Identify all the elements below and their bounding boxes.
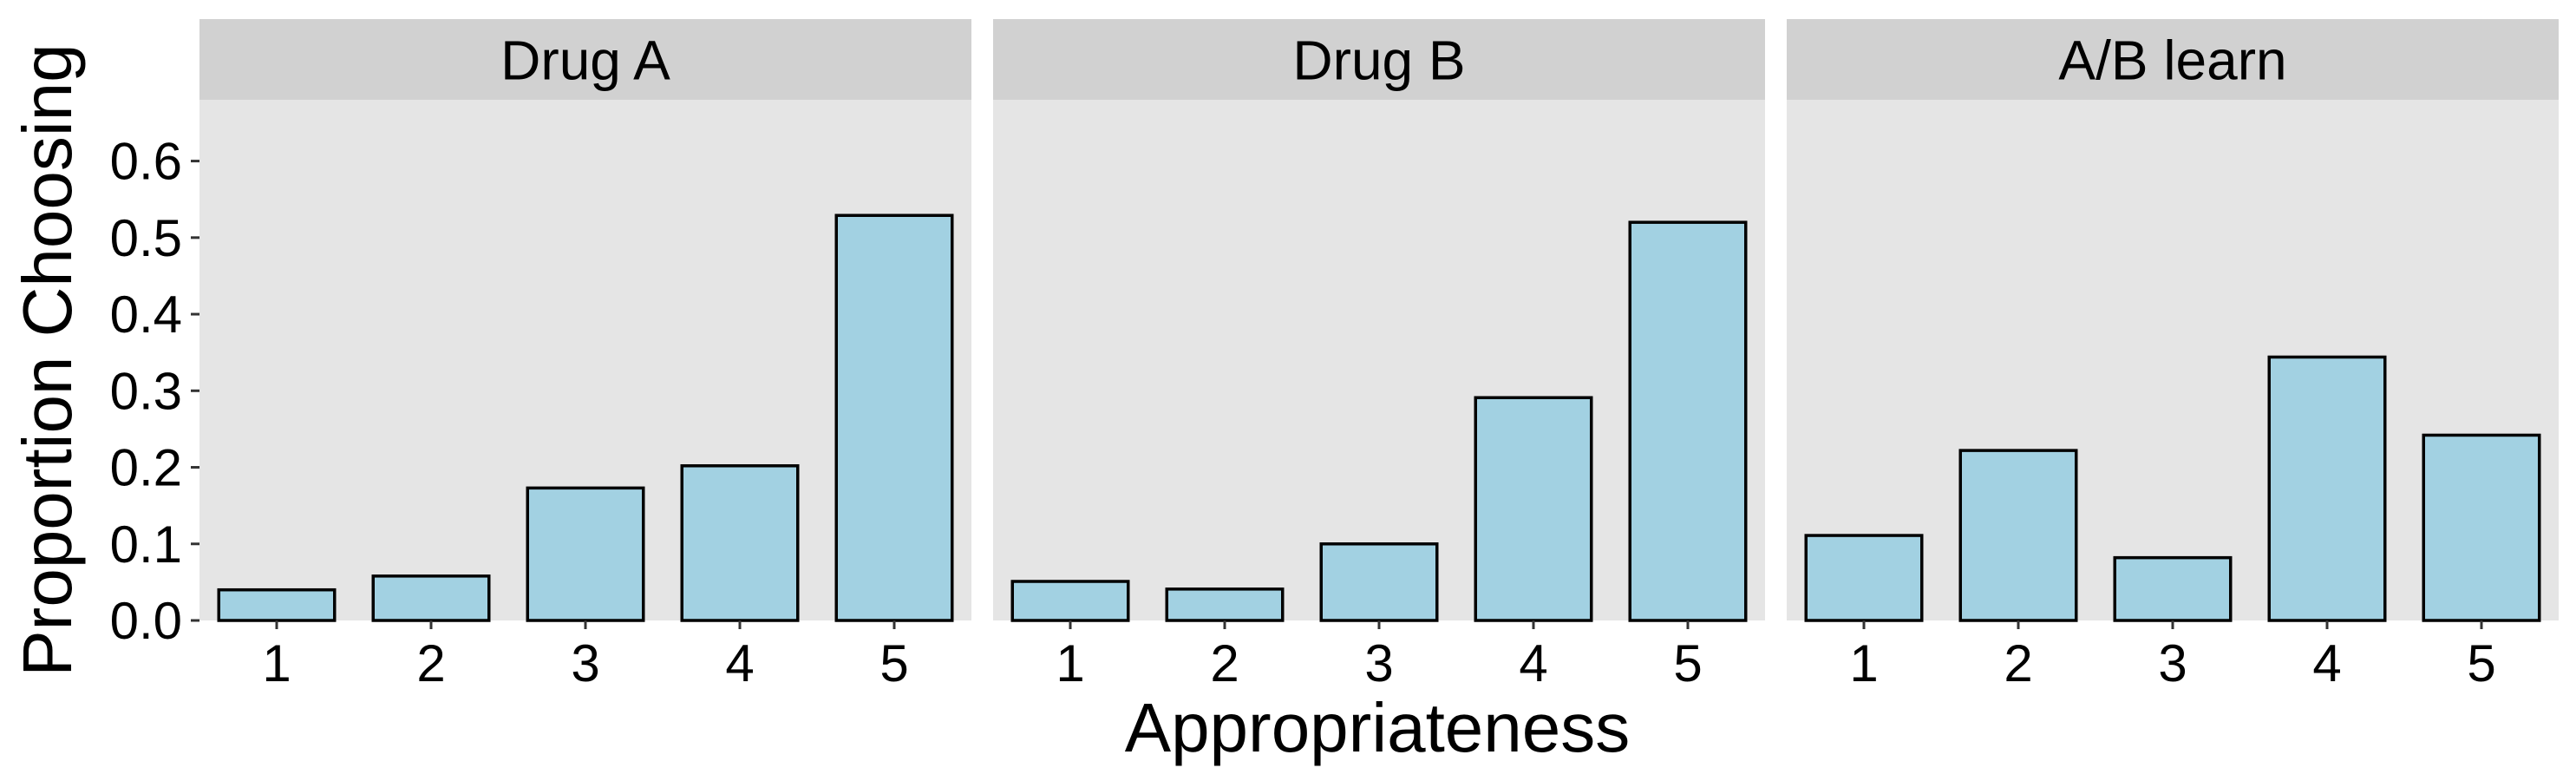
facet-title: Drug B [1292,30,1465,92]
bar [526,486,645,622]
y-tick-label: 0.1 [110,515,182,574]
bar [680,464,800,622]
x-tick-label: 4 [725,634,754,692]
facet-strip [199,19,971,100]
x-tick-label: 2 [416,634,445,692]
x-tick-label: 1 [262,634,291,692]
x-tick-label: 2 [1210,634,1239,692]
x-tick-label: 3 [2158,634,2187,692]
bar [1804,534,1924,622]
bar [2267,355,2387,622]
facet-strip [993,19,1765,100]
y-tick-label: 0.2 [110,439,182,497]
bar [2113,555,2233,622]
bar [1165,587,1285,622]
bar [1474,396,1593,622]
bar [1628,220,1748,622]
x-tick-label: 4 [1519,634,1547,692]
bar [1958,449,2078,622]
bar [834,213,954,622]
bar [371,574,491,622]
x-tick-label: 3 [1364,634,1393,692]
x-tick-label: 5 [879,634,908,692]
x-tick-label: 1 [1849,634,1878,692]
bar [1319,542,1439,622]
x-tick-label: 4 [2312,634,2341,692]
x-tick-label: 1 [1056,634,1084,692]
y-tick-label: 0.4 [110,285,182,344]
panel-2: Drug B 1 2 3 4 5 [993,19,1765,692]
y-tick-label: 0.0 [110,592,182,650]
x-tick-label: 5 [1673,634,1702,692]
bar [2422,433,2541,622]
y-axis-title: Proportion Choosing [9,43,86,676]
panel-3: A/B learn 1 2 3 4 5 [1787,19,2559,692]
x-tick-label: 2 [2004,634,2032,692]
x-tick-label: 5 [2467,634,2495,692]
y-tick-label: 0.5 [110,209,182,267]
panels-layer: Drug A 1 2 3 4 5 Drug B 1 2 3 4 5 A/B learn 1 2 3 4 5 [199,19,2559,692]
panel-1: Drug A 1 2 3 4 5 [199,19,971,692]
x-tick-label: 3 [571,634,599,692]
y-tick-label: 0.3 [110,362,182,420]
facet-title: Drug A [500,30,670,92]
y-tick-label: 0.6 [110,133,182,191]
x-axis-title: Appropriateness [1125,689,1631,766]
y-axis: 0.0 0.1 0.2 0.3 0.4 0.5 0.6 [110,133,199,650]
bar [217,587,337,622]
bar [1010,580,1130,622]
facet-strip [1787,19,2559,100]
facet-title: A/B learn [2058,30,2286,92]
